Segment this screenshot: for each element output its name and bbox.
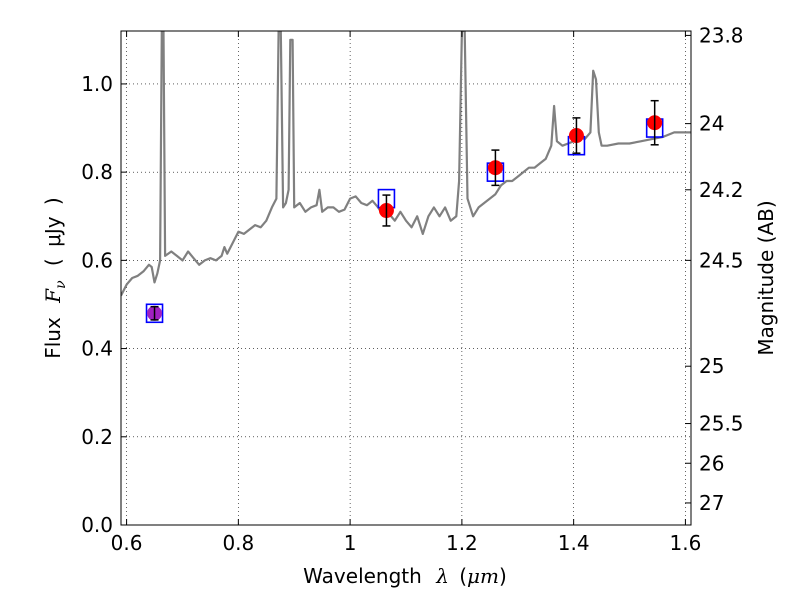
plot-frame xyxy=(120,30,692,526)
x-tick-label-1: 0.8 xyxy=(222,531,254,555)
y2-tick-label-4: 25 xyxy=(699,354,724,378)
y2-tick-label-6: 26 xyxy=(699,451,724,475)
y-axis-label-subscript: ν xyxy=(53,280,69,289)
x-axis-label-close: ) xyxy=(499,564,507,588)
y2-tick-label-0: 23.8 xyxy=(699,23,744,47)
y-axis-label-close: ) xyxy=(41,197,65,205)
y2-tick-label-5: 25.5 xyxy=(699,412,744,436)
y2-axis-label: Magnitude (AB) xyxy=(754,200,778,355)
x-tick-label-3: 1.2 xyxy=(446,531,478,555)
x-tick-label-5: 1.6 xyxy=(670,531,702,555)
y-tick-label-5: 1.0 xyxy=(81,72,113,96)
y-axis-label-prefix: Flux xyxy=(41,317,65,359)
y2-tick-label-7: 27 xyxy=(699,491,724,515)
y-tick-label-0: 0.0 xyxy=(81,513,113,537)
y-axis-label: Flux Fν ( μJy ) xyxy=(41,197,70,359)
x-axis-label-unit: μm xyxy=(467,564,499,588)
x-axis-label-prefix: Wavelength xyxy=(303,564,422,588)
x-tick-label-4: 1.4 xyxy=(558,531,590,555)
x-axis-label-symbol: λ xyxy=(435,564,449,588)
plot-area xyxy=(121,31,691,324)
x-axis-label: Wavelength λ (μm) xyxy=(303,564,507,588)
y-tick-label-3: 0.6 xyxy=(81,248,113,272)
y2-tick-label-1: 24 xyxy=(699,112,724,136)
y-axis-label-unit: μJy xyxy=(41,216,65,247)
y-axis-label-symbol: F xyxy=(41,288,65,304)
y-axis-label-open: ( xyxy=(41,258,65,266)
y-tick-label-4: 0.8 xyxy=(81,160,113,184)
model-photometry-square-0 xyxy=(145,303,164,324)
y-tick-label-1: 0.2 xyxy=(81,425,113,449)
axes: 0.6 0.8 1 1.2 1.4 1.6 0.0 0.2 0.4 0.6 0.8 1.0 23.8 24… xyxy=(81,23,743,555)
y2-tick-label-3: 24.5 xyxy=(699,248,744,272)
x-tick-label-2: 1 xyxy=(344,531,357,555)
y-tick-label-2: 0.4 xyxy=(81,337,113,361)
y2-tick-label-2: 24.2 xyxy=(699,178,744,202)
x-axis-label-open: ( xyxy=(459,564,467,588)
model-spectrum-line xyxy=(121,31,691,297)
x-tick-label-0: 0.6 xyxy=(111,531,143,555)
